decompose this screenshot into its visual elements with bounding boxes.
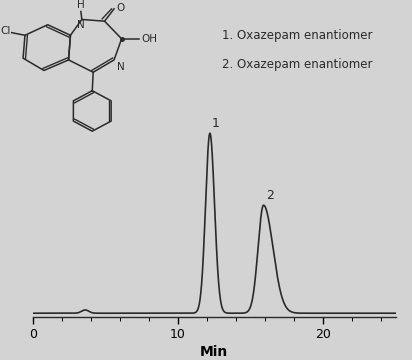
Text: N: N xyxy=(117,62,125,72)
Text: 1: 1 xyxy=(212,117,220,130)
Text: H: H xyxy=(77,0,85,10)
Text: O: O xyxy=(116,3,124,13)
Text: 2. Oxazepam enantiomer: 2. Oxazepam enantiomer xyxy=(222,58,373,71)
Text: Cl: Cl xyxy=(0,26,10,36)
Text: OH: OH xyxy=(142,34,157,44)
Text: N: N xyxy=(77,20,85,30)
X-axis label: Min: Min xyxy=(200,345,228,359)
Text: 1. Oxazepam enantiomer: 1. Oxazepam enantiomer xyxy=(222,29,373,42)
Text: 2: 2 xyxy=(266,189,274,202)
